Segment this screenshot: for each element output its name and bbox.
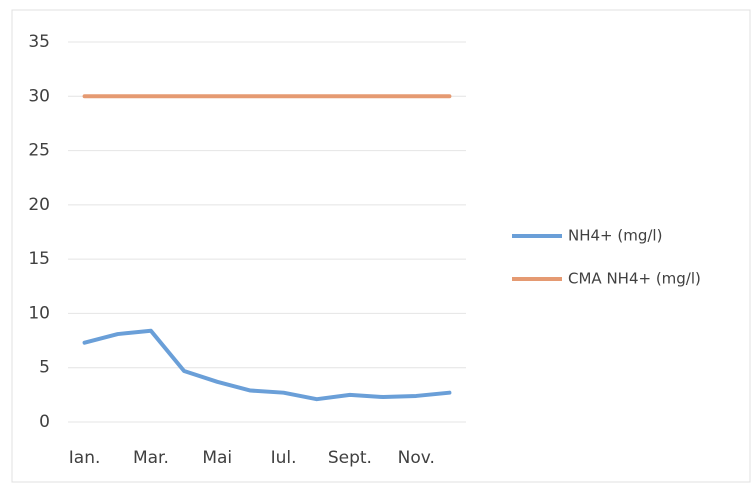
y-tick-label: 0 [39,412,50,432]
series-line [82,328,452,402]
legend-label: CMA NH4+ (mg/l) [568,270,701,288]
x-tick-label: Mai [202,448,232,468]
y-tick-label: 10 [28,303,50,323]
legend-label: NH4+ (mg/l) [568,227,662,245]
y-tick-label: 30 [28,86,50,106]
y-tick-label: 15 [28,249,50,269]
x-tick-label: Sept. [328,448,372,468]
chart-border [11,9,751,483]
y-tick-label: 25 [28,141,50,161]
y-tick-label: 35 [28,32,50,52]
x-tick-label: Iul. [271,448,297,468]
x-tick-label: Mar. [133,448,169,468]
y-tick-label: 5 [39,358,50,378]
y-tick-label: 20 [28,195,50,215]
x-tick-label: Nov. [398,448,435,468]
x-tick-label: Ian. [69,448,101,468]
